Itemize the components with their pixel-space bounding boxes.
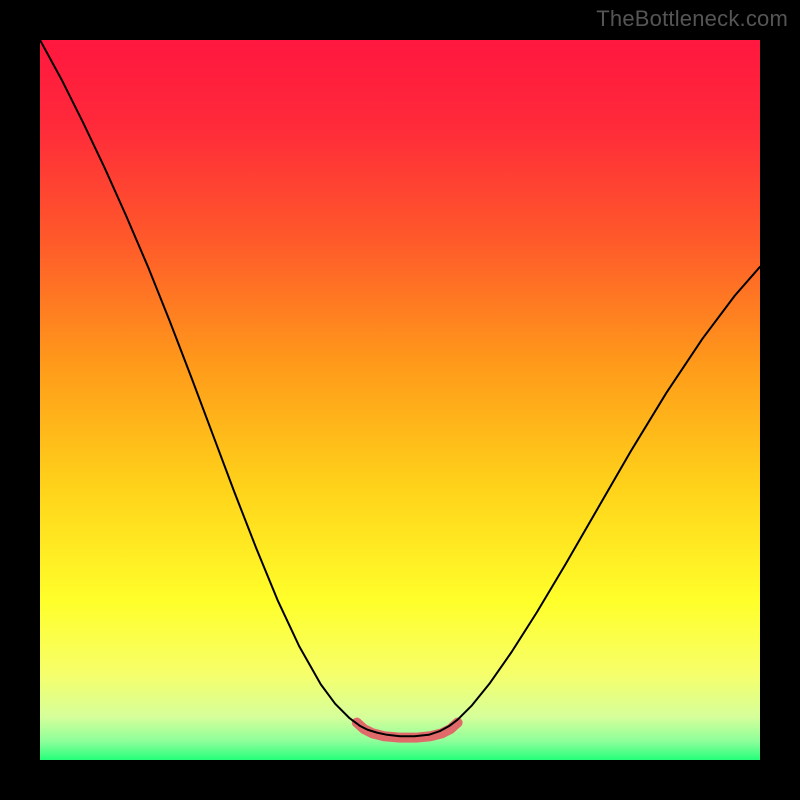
bottleneck-chart-svg [0,0,800,800]
chart-container: TheBottleneck.com [0,0,800,800]
plot-background [40,40,760,760]
watermark-text: TheBottleneck.com [596,6,788,32]
